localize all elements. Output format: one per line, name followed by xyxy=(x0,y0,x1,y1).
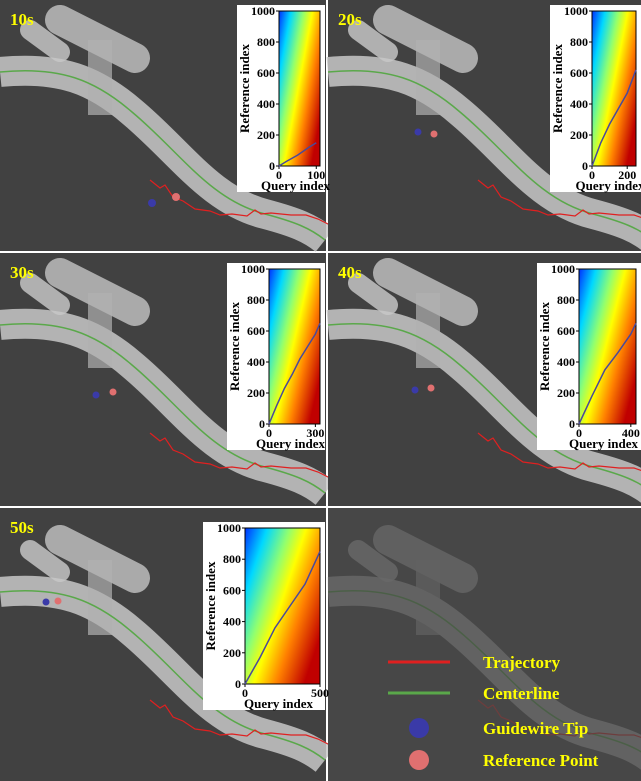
y-tick-label: 800 xyxy=(247,293,265,307)
y-tick-label: 400 xyxy=(570,97,588,111)
y-tick-label: 800 xyxy=(223,552,241,566)
figure: 10s020040060080010000100Query indexRefer… xyxy=(0,0,641,781)
panel-label: 20s xyxy=(338,10,362,29)
y-tick-label: 1000 xyxy=(217,521,241,535)
reference-point xyxy=(172,193,180,201)
y-tick-label: 200 xyxy=(223,646,241,660)
panel-label: 30s xyxy=(10,263,34,282)
panel-label: 40s xyxy=(338,263,362,282)
y-tick-label: 600 xyxy=(223,583,241,597)
y-axis-label: Reference index xyxy=(203,561,218,650)
y-tick-label: 200 xyxy=(257,128,275,142)
panel-label: 50s xyxy=(10,518,34,537)
y-axis-label: Reference index xyxy=(227,302,242,391)
y-tick-label: 400 xyxy=(257,97,275,111)
heatmap xyxy=(245,528,320,684)
y-tick-label: 200 xyxy=(570,128,588,142)
y-tick-label: 600 xyxy=(247,324,265,338)
heatmap xyxy=(279,11,320,166)
guidewire-tip xyxy=(43,599,50,606)
x-axis-label: Query index xyxy=(256,436,325,451)
x-axis-label: Query index xyxy=(576,178,641,193)
y-axis-label: Reference index xyxy=(237,44,252,133)
y-tick-label: 1000 xyxy=(564,4,588,18)
legend-label: Trajectory xyxy=(483,653,561,672)
legend-marker xyxy=(409,750,429,770)
x-tick-label: 500 xyxy=(311,686,329,700)
y-tick-label: 400 xyxy=(247,355,265,369)
y-tick-label: 1000 xyxy=(251,4,275,18)
y-tick-label: 1000 xyxy=(551,262,575,276)
y-tick-label: 200 xyxy=(247,386,265,400)
x-axis-label: Query index xyxy=(261,178,330,193)
reference-point xyxy=(428,385,435,392)
heatmap xyxy=(579,269,636,424)
y-tick-label: 0 xyxy=(269,159,275,173)
x-axis-label: Query index xyxy=(244,696,313,711)
y-tick-label: 600 xyxy=(570,66,588,80)
legend-label: Guidewire Tip xyxy=(483,719,588,738)
y-tick-label: 0 xyxy=(259,417,265,431)
y-tick-label: 800 xyxy=(557,293,575,307)
y-tick-label: 0 xyxy=(569,417,575,431)
y-tick-label: 400 xyxy=(223,615,241,629)
reference-point xyxy=(110,389,117,396)
legend-panel xyxy=(328,508,641,781)
y-tick-label: 800 xyxy=(257,35,275,49)
y-tick-label: 400 xyxy=(557,355,575,369)
legend-label: Centerline xyxy=(483,684,560,703)
y-tick-label: 600 xyxy=(257,66,275,80)
reference-point xyxy=(55,598,62,605)
y-axis-label: Reference index xyxy=(550,44,565,133)
guidewire-tip xyxy=(412,387,419,394)
y-tick-label: 0 xyxy=(235,677,241,691)
x-axis-label: Query index xyxy=(569,436,638,451)
panel-label: 10s xyxy=(10,10,34,29)
y-tick-label: 800 xyxy=(570,35,588,49)
y-tick-label: 1000 xyxy=(241,262,265,276)
guidewire-tip xyxy=(148,199,156,207)
legend-marker xyxy=(409,718,429,738)
y-tick-label: 200 xyxy=(557,386,575,400)
y-tick-label: 0 xyxy=(582,159,588,173)
y-tick-label: 600 xyxy=(557,324,575,338)
y-axis-label: Reference index xyxy=(537,302,552,391)
legend-label: Reference Point xyxy=(483,751,599,770)
reference-point xyxy=(431,131,438,138)
heatmap xyxy=(269,269,320,424)
guidewire-tip xyxy=(415,129,422,136)
guidewire-tip xyxy=(93,392,100,399)
